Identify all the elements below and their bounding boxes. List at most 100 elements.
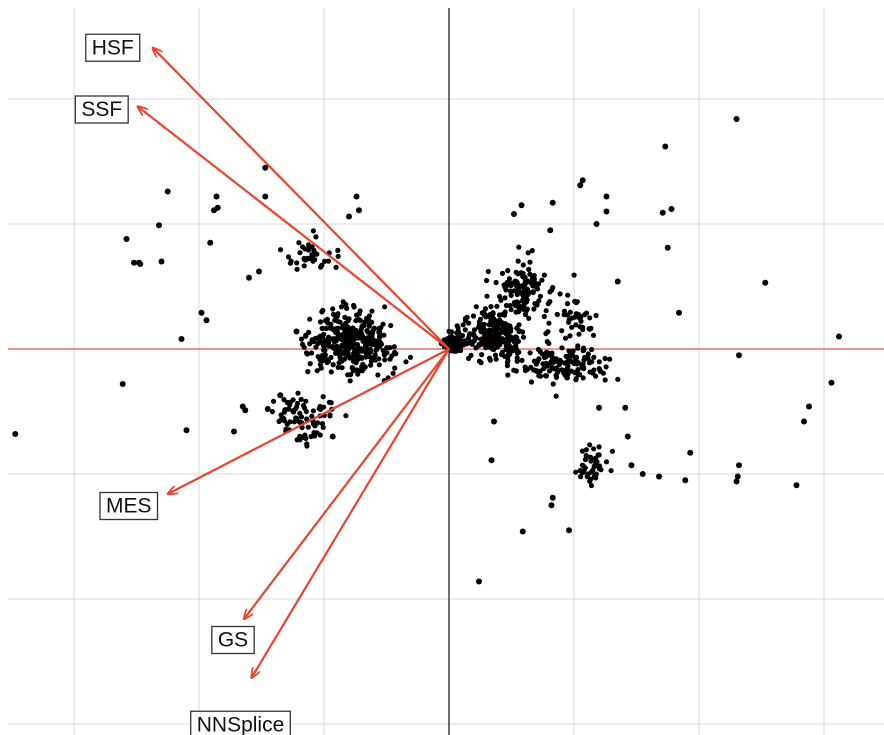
scatter-point [264,406,271,412]
scatter-point-dense [591,367,597,373]
scatter-point-dense [581,345,587,351]
scatter-point-dense [334,313,340,319]
scatter-point-dense [337,347,343,353]
scatter-point-dense [586,326,592,332]
scatter-point-dense [446,328,452,334]
scatter-point-dense [543,308,549,314]
scatter-point-dense [330,311,336,317]
scatter-point-dense [525,250,531,256]
scatter-point [156,222,162,229]
scatter-point-dense [298,336,305,342]
scatter-point-dense [529,248,535,254]
scatter-point-dense [317,406,324,412]
scatter-point-dense [514,335,520,341]
scatter-point-dense [486,340,492,346]
scatter-point-dense [553,358,560,365]
scatter-point-dense [522,280,528,286]
scatter-point-dense [573,322,579,328]
scatter-point-dense [581,357,587,363]
scatter-point [577,182,584,189]
scatter-point-dense [507,288,513,294]
scatter-point-dense [563,353,569,359]
scatter-point-dense [293,406,299,412]
scatter-point [593,221,600,227]
scatter-point-dense [304,351,310,357]
scatter-point-dense [522,311,529,318]
scatter-point-dense [483,345,489,351]
scatter-point-dense [539,277,545,283]
scatter-point-dense [307,341,313,347]
scatter-point-dense [368,349,374,355]
scatter-point-dense [305,424,311,430]
scatter-point-dense [303,332,309,338]
scatter-point-dense [515,258,521,264]
scatter-point-dense [536,298,542,304]
scatter-point-dense [298,396,304,402]
scatter-point [639,471,646,477]
scatter-point [519,528,526,535]
vector-arrow-ssf [138,107,450,350]
scatter-point-dense [324,316,330,322]
scatter-point-dense [567,352,573,358]
scatter-point [664,244,671,251]
scatter-point-dense [526,266,532,272]
scatter-point-dense [497,293,503,300]
scatter-point-dense [552,366,559,372]
scatter-point [603,208,610,215]
scatter-point-dense [344,305,350,311]
scatter-point-dense [353,327,359,334]
scatter-point-dense [490,337,496,343]
scatter-point-dense [454,348,460,354]
scatter-point [828,379,835,386]
scatter-point [256,268,262,275]
scatter-point-dense [580,469,587,475]
scatter-point-dense [505,340,511,346]
scatter-point [793,482,800,489]
scatter-point-dense [310,228,316,234]
scatter-point-dense [502,295,508,301]
scatter-point-dense [317,432,323,438]
scatter-point-dense [297,250,303,256]
scatter-point-dense [520,288,527,295]
scatter-point-dense [320,394,326,400]
scatter-point [207,239,214,246]
scatter-point-dense [597,368,603,374]
scatter-point-dense [319,421,325,427]
scatter-point [549,494,556,501]
scatter-point-dense [350,339,356,345]
scatter-point-dense [578,315,584,321]
scatter-point [622,404,629,411]
scatter-point-dense [540,361,546,367]
scatter-point-dense [296,240,302,246]
scatter-point-dense [328,369,334,375]
vector-label-text: NNSplice [197,713,285,735]
scatter-point-dense [372,352,378,358]
scatter-point-dense [573,356,579,362]
scatter-point-dense [380,347,386,354]
scatter-point-dense [607,356,613,362]
scatter-point-dense [294,260,300,266]
scatter-point [806,403,812,410]
scatter-point-dense [339,365,345,371]
scatter-point [293,328,300,335]
scatter-point-dense [318,339,324,345]
scatter-point [676,309,682,316]
scatter-point [736,462,742,469]
scatter-point-dense [494,303,500,309]
scatter-point-dense [505,372,511,378]
scatter-point-dense [562,335,569,341]
scatter-point-dense [576,331,582,337]
scatter-point-dense [392,365,398,371]
scatter-point-dense [294,400,301,407]
scatter-point-dense [371,325,377,331]
scatter-point-dense [554,311,560,318]
scatter-point [356,207,362,214]
scatter-point-dense [570,348,576,354]
scatter-point-dense [376,362,382,368]
scatter-point-dense [541,313,547,320]
scatter-point-dense [571,272,577,278]
scatter-point-dense [585,355,591,362]
scatter-point-dense [327,413,333,419]
scatter-point-dense [339,358,345,364]
scatter-point [566,527,572,534]
